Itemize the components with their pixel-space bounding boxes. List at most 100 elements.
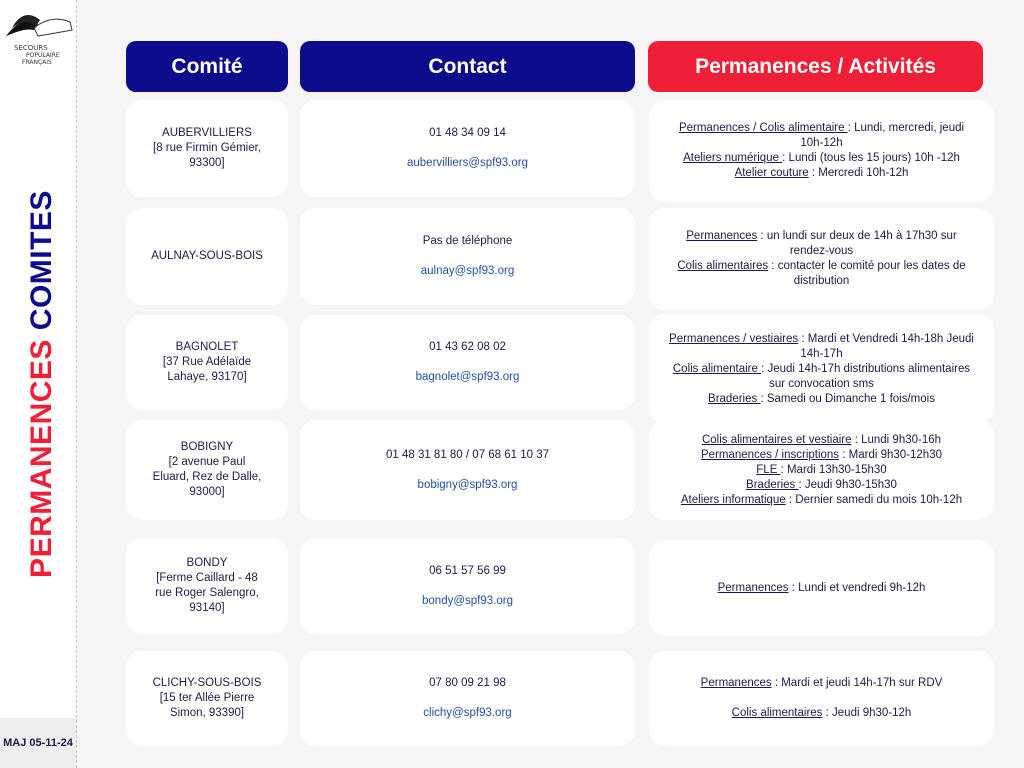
comite-cell: CLICHY-SOUS-BOIS [15 ter Allée Pierre Simo… [126,651,288,746]
activity-line: Permanences : Mardi et jeudi 14h-17h sur… [701,676,943,691]
activity-text: : Mardi et jeudi 14h-17h sur RDV [771,677,943,689]
page-title: PERMANENCES COMITES [25,190,59,578]
email-link[interactable]: aulnay@spf93.org [420,265,515,277]
title-blue: COMITES [25,190,58,331]
phone: 07 80 09 21 98 [429,677,506,689]
contact-cell: Pas de téléphone aulnay@spf93.org [300,208,635,305]
comite-address: Eluard, Rez de Dalle, [152,471,262,483]
comite-address: Simon, 93390] [169,707,245,719]
activity-line: Colis alimentaires : contacter le comité… [667,259,976,289]
activity-text: : Mardi et Vendredi 14h-18h Jeudi 14h-17… [798,332,974,360]
activities-cell: Colis alimentaires et vestiaire : Lundi … [649,420,994,520]
comite-address: [8 rue Firmin Gémier, [153,142,261,154]
activity-line: Colis alimentaires et vestiaire : Lundi … [702,433,941,448]
email-link[interactable]: aubervilliers@spf93.org [407,157,528,169]
activity-text: : Mardi 13h30-15h30 [780,463,887,476]
comite-address: [2 avenue Paul [168,456,246,468]
activity-line: Colis alimentaires : Jeudi 9h30-12h [732,706,912,721]
header-comite: Comité [126,41,288,92]
activities-cell: Permanences : Lundi et vendredi 9h-12h [649,540,994,636]
comite-cell: BAGNOLET [37 Rue Adélaïde Lahaye, 93170] [126,315,288,410]
activity-label: Ateliers informatique [680,493,786,506]
comite-address: [Ferme Caillard - 48 [156,572,258,584]
comite-address: [15 ter Allée Pierre [159,692,255,704]
activity-text: : Lundi, mercredi, jeudi 10h-12h [800,122,965,149]
phone: 01 43 62 08 02 [429,341,506,353]
activity-text: : Samedi ou Dimanche 1 fois/mois [760,392,935,405]
activity-text: : Jeudi 9h30-12h [822,707,912,719]
activity-line: Braderies : Jeudi 9h30-15h30 [746,478,897,493]
phone: 01 48 34 09 14 [429,127,506,139]
comite-address: 93140] [189,602,225,614]
comite-name: CLICHY-SOUS-BOIS [152,677,262,689]
phone: Pas de téléphone [422,235,513,247]
activity-line: Permanences / vestiaires : Mardi et Vend… [667,332,976,362]
activity-text: : Lundi et vendredi 9h-12h [788,581,926,594]
activity-label: Colis alimentaire [672,362,762,375]
activity-label: FLE [756,463,781,476]
activities-cell: Permanences / vestiaires : Mardi et Vend… [649,314,994,424]
activity-line: Colis alimentaire : Jeudi 14h-17h distri… [667,362,976,392]
activity-line: Ateliers informatique : Dernier samedi d… [681,493,962,508]
email-link[interactable]: clichy@spf93.org [423,707,512,719]
svg-text:POPULAIRE: POPULAIRE [26,52,60,59]
comite-name: BONDY [186,557,228,569]
activity-text: : Lundi (tous les 15 jours) 10h -12h [782,152,960,164]
email-link[interactable]: bondy@spf93.org [422,594,513,607]
contact-cell: 01 48 34 09 14 aubervilliers@spf93.org [300,100,635,197]
activity-line: Atelier couture : Mercredi 10h-12h [735,166,909,181]
activities-cell: Permanences / Colis alimentaire : Lundi,… [649,100,994,202]
header-activities: Permanences / Activités [648,41,983,92]
sidebar: SECOURS POPULAIRE FRANÇAIS PERMANENCES C… [0,0,77,768]
activity-line: Braderies : Samedi ou Dimanche 1 fois/mo… [708,392,935,407]
activity-line: Permanences / inscriptions : Mardi 9h30-… [701,448,942,463]
comite-name: AULNAY-SOUS-BOIS [151,250,263,262]
comite-cell: AULNAY-SOUS-BOIS [126,208,288,305]
activity-text: : Jeudi 9h30-15h30 [798,478,897,491]
svg-text:FRANÇAIS: FRANÇAIS [22,59,52,66]
activity-text: : contacter le comité pour les dates de … [768,260,966,287]
comite-cell: AUBERVILLIERS [8 rue Firmin Gémier, 93300] [126,100,288,197]
activity-text: : Dernier samedi du mois 10h-12h [785,493,963,506]
activity-line: FLE : Mardi 13h30-15h30 [756,463,886,478]
contact-cell: 01 48 31 81 80 / 07 68 61 10 37 bobigny@s… [300,420,635,520]
svg-text:SECOURS: SECOURS [14,44,48,52]
comite-cell: BONDY [Ferme Caillard - 48 rue Roger Salen… [126,538,288,634]
activity-label: Permanences [717,581,789,594]
activity-line: Permanences : un lundi sur deux de 14h à… [667,229,976,259]
contact-cell: 06 51 57 56 99 bondy@spf93.org [300,538,635,634]
email-link[interactable]: bobigny@spf93.org [417,478,518,491]
activity-label: Permanences / vestiaires [669,332,799,345]
activity-label: Colis alimentaires [731,707,823,719]
title-red: PERMANENCES [25,339,58,578]
activity-line: Permanences : Lundi et vendredi 9h-12h [718,581,926,596]
comite-name: BAGNOLET [175,341,239,353]
comite-cell: BOBIGNY [2 avenue Paul Eluard, Rez de Dall… [126,420,288,520]
phone: 01 48 31 81 80 / 07 68 61 10 37 [385,448,550,461]
activity-label: Permanences / Colis alimentaire [678,122,848,134]
comite-name: AUBERVILLIERS [162,127,252,139]
activities-cell: Permanences : un lundi sur deux de 14h à… [649,208,994,310]
update-date: MAJ 05-11-24 [0,718,76,768]
comite-address: [37 Rue Adélaïde [162,356,252,368]
activity-label: Permanences [700,677,772,689]
header-contact: Contact [300,41,635,92]
secours-populaire-logo: SECOURS POPULAIRE FRANÇAIS [6,14,73,66]
activity-text: : Mardi 9h30-12h30 [839,448,942,461]
activity-label: Colis alimentaires [677,260,769,272]
activity-line: Ateliers numérique : Lundi (tous les 15 … [683,151,960,166]
activity-label: Permanences [686,230,758,242]
comite-address: Lahaye, 93170] [167,371,247,383]
comite-address: rue Roger Salengro, [155,587,259,599]
activity-label: Ateliers numérique [683,152,783,164]
activity-text: : un lundi sur deux de 14h à 17h30 sur r… [757,230,957,257]
email-link[interactable]: bagnolet@spf93.org [415,371,520,383]
activities-cell: Permanences : Mardi et jeudi 14h-17h sur… [649,651,994,746]
comite-name: BOBIGNY [180,441,234,453]
contact-cell: 01 43 62 08 02 bagnolet@spf93.org [300,315,635,410]
activity-label: Braderies [746,478,799,491]
activity-label: Colis alimentaires et vestiaire [701,433,852,446]
activity-text: : Mercredi 10h-12h [808,167,909,179]
activity-label: Atelier couture [734,167,809,179]
comite-address: 93300] [189,157,225,169]
